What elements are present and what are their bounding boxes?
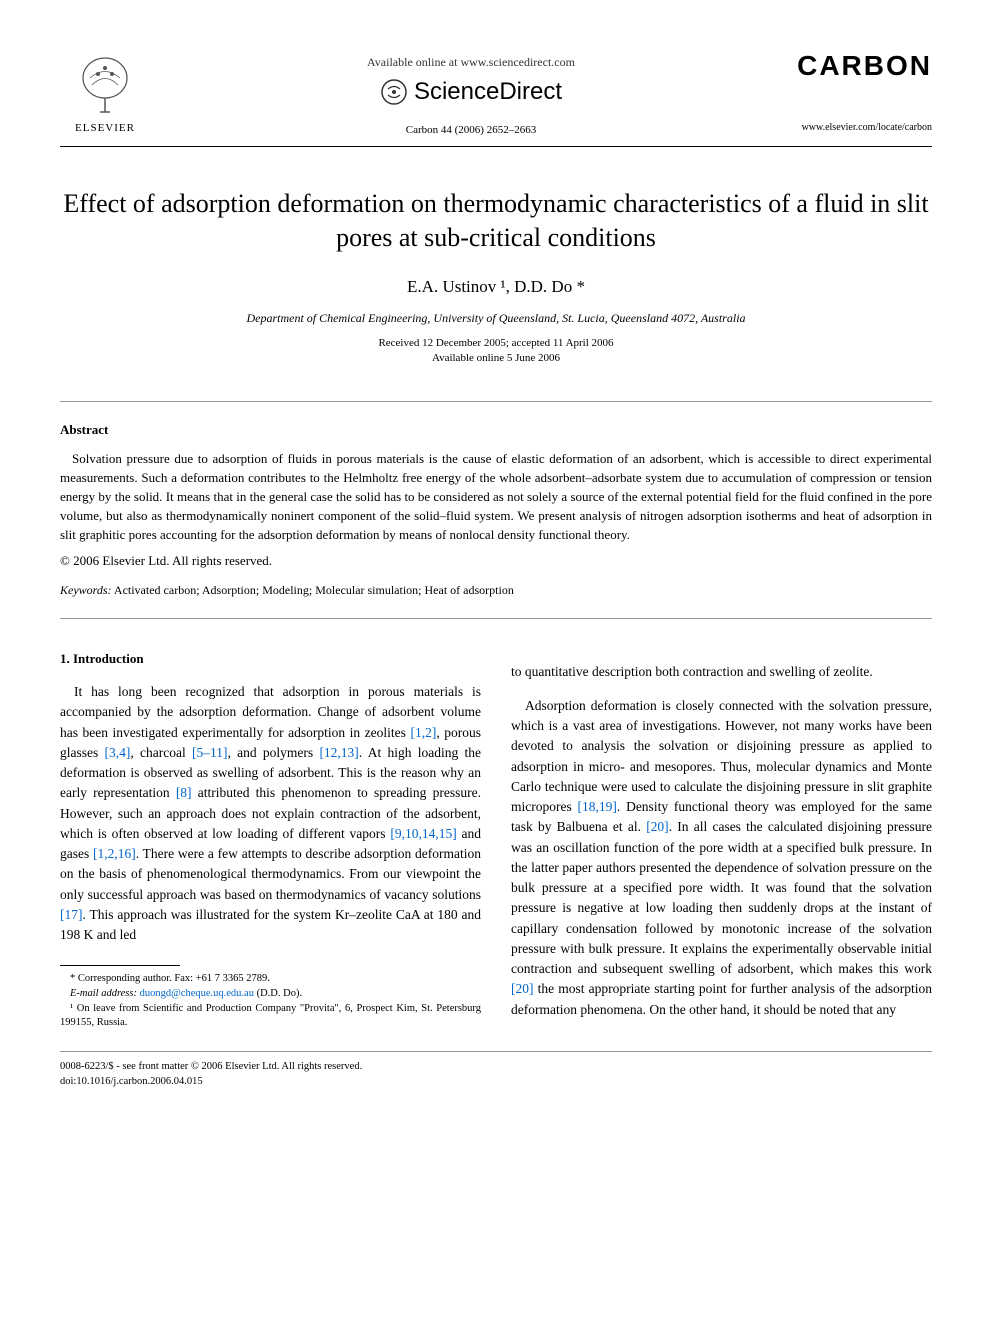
- email-suffix: (D.D. Do).: [257, 988, 303, 999]
- footer-line1: 0008-6223/$ - see front matter © 2006 El…: [60, 1061, 362, 1072]
- introduction-heading: 1. Introduction: [60, 649, 481, 669]
- abstract-heading: Abstract: [60, 422, 932, 438]
- sciencedirect-icon: [380, 78, 408, 106]
- article-title: Effect of adsorption deformation on ther…: [60, 187, 932, 255]
- footer-doi: doi:10.1016/j.carbon.2006.04.015: [60, 1076, 203, 1087]
- ref-link[interactable]: [9,10,14,15]: [390, 826, 456, 841]
- affiliation: Department of Chemical Engineering, Univ…: [60, 311, 932, 326]
- keywords-label: Keywords:: [60, 583, 112, 597]
- body-columns: 1. Introduction It has long been recogni…: [60, 649, 932, 1032]
- paper-page: ELSEVIER Available online at www.science…: [0, 0, 992, 1323]
- ref-link[interactable]: [5–11]: [192, 745, 228, 760]
- keywords-text: Activated carbon; Adsorption; Modeling; …: [112, 583, 514, 597]
- ref-link[interactable]: [8]: [176, 785, 192, 800]
- dates-online: Available online 5 June 2006: [432, 352, 560, 364]
- ref-link[interactable]: [20]: [646, 819, 669, 834]
- available-online-text: Available online at www.sciencedirect.co…: [150, 55, 792, 70]
- ref-link[interactable]: [18,19]: [578, 799, 617, 814]
- left-column: 1. Introduction It has long been recogni…: [60, 649, 481, 1032]
- ref-link[interactable]: [3,4]: [105, 745, 131, 760]
- ref-link[interactable]: [17]: [60, 907, 83, 922]
- citation-text: Carbon 44 (2006) 2652–2663: [150, 124, 792, 136]
- copyright-text: © 2006 Elsevier Ltd. All rights reserved…: [60, 553, 932, 569]
- sciencedirect-logo: ScienceDirect: [150, 78, 792, 106]
- dates: Received 12 December 2005; accepted 11 A…: [60, 336, 932, 367]
- ref-link[interactable]: [12,13]: [319, 745, 358, 760]
- footer-divider: [60, 1051, 932, 1052]
- right-column: to quantitative description both contrac…: [511, 649, 932, 1032]
- keywords: Keywords: Activated carbon; Adsorption; …: [60, 583, 932, 598]
- col2-paragraph-2: Adsorption deformation is closely connec…: [511, 696, 932, 1020]
- header-divider: [60, 146, 932, 147]
- intro-paragraph-1: It has long been recognized that adsorpt…: [60, 682, 481, 945]
- email-label: E-mail address:: [70, 988, 137, 999]
- ref-link[interactable]: [1,2,16]: [93, 846, 136, 861]
- footer-text: 0008-6223/$ - see front matter © 2006 El…: [60, 1060, 932, 1089]
- journal-logo-block: CARBON www.elsevier.com/locate/carbon: [792, 50, 932, 133]
- elsevier-text: ELSEVIER: [60, 122, 150, 134]
- sciencedirect-text: ScienceDirect: [414, 78, 562, 106]
- dates-received: Received 12 December 2005; accepted 11 A…: [378, 337, 613, 349]
- email-link[interactable]: duongd@cheque.uq.edu.au: [140, 988, 254, 999]
- journal-url: www.elsevier.com/locate/carbon: [792, 122, 932, 133]
- ref-link[interactable]: [1,2]: [410, 725, 436, 740]
- ref-link[interactable]: [20]: [511, 981, 534, 996]
- col2-paragraph-1: to quantitative description both contrac…: [511, 662, 932, 682]
- footnote-email: E-mail address: duongd@cheque.uq.edu.au …: [60, 987, 481, 1002]
- footnote-onleave: ¹ On leave from Scientific and Productio…: [60, 1002, 481, 1031]
- center-header: Available online at www.sciencedirect.co…: [150, 50, 792, 136]
- abstract-text: Solvation pressure due to adsorption of …: [60, 450, 932, 544]
- elsevier-logo: ELSEVIER: [60, 50, 150, 134]
- elsevier-tree-icon: [70, 50, 140, 120]
- abstract-bottom-divider: [60, 618, 932, 619]
- journal-title: CARBON: [792, 50, 932, 82]
- header-row: ELSEVIER Available online at www.science…: [60, 50, 932, 136]
- footnote-corresponding: * Corresponding author. Fax: +61 7 3365 …: [60, 972, 481, 987]
- footnote-divider: [60, 965, 180, 966]
- abstract-top-divider: [60, 401, 932, 402]
- authors: E.A. Ustinov ¹, D.D. Do *: [60, 277, 932, 297]
